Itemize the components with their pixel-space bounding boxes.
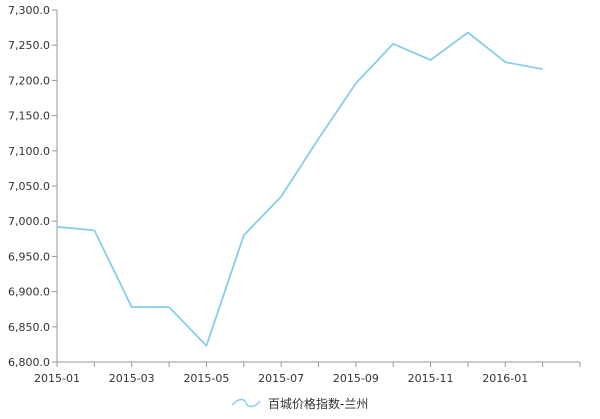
y-tick-label: 7,000.0 (8, 215, 50, 228)
x-tick-label: 2015-03 (109, 372, 155, 385)
data-point (353, 81, 358, 86)
y-tick-label: 7,200.0 (8, 74, 50, 87)
data-point (391, 41, 396, 46)
y-tick-label: 6,900.0 (8, 286, 50, 299)
series-line (56, 31, 543, 347)
data-point (316, 136, 321, 141)
data-point (55, 224, 60, 229)
data-point (465, 30, 470, 35)
legend: 百城价格指数-兰州 (230, 393, 368, 413)
y-tick-label: 7,250.0 (8, 39, 50, 52)
x-tick-label: 2015-05 (183, 372, 229, 385)
x-tick-label: 2016-01 (482, 372, 528, 385)
legend-line-icon (231, 398, 261, 408)
data-point (279, 194, 284, 199)
x-tick-label: 2015-01 (34, 372, 80, 385)
data-point (540, 67, 545, 72)
y-tick-label: 7,150.0 (8, 110, 50, 123)
y-tick-label: 7,050.0 (8, 180, 50, 193)
x-tick-label: 2015-11 (408, 372, 454, 385)
x-tick-label: 2015-09 (333, 372, 379, 385)
data-point (129, 305, 134, 310)
data-point (241, 233, 246, 238)
series-layer (55, 30, 545, 348)
y-tick-label: 7,100.0 (8, 145, 50, 158)
data-point (92, 228, 97, 233)
y-tick-label: 7,300.0 (8, 4, 50, 17)
y-axis-ticks: 6,800.0 6,850.0 6,900.0 6,950.0 7,000.0 7,050… (8, 4, 57, 369)
data-point (204, 343, 209, 348)
y-tick-label: 6,850.0 (8, 321, 50, 334)
y-tick-label: 6,950.0 (8, 250, 50, 263)
x-axis-ticks: 2015-01 2015-03 2015-05 2015-07 2015-09 2015-… (34, 362, 581, 385)
data-point (503, 60, 508, 65)
data-point (428, 57, 433, 62)
legend-label: 百城价格指数-兰州 (268, 396, 369, 411)
x-tick-label: 2015-07 (258, 372, 304, 385)
y-tick-label: 6,800.0 (8, 356, 50, 369)
data-point (167, 305, 172, 310)
